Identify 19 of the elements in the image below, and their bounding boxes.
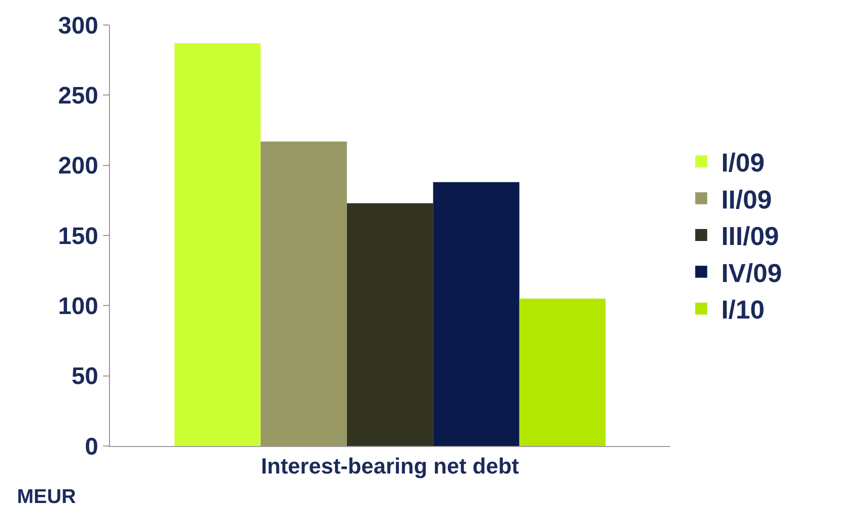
- y-tick-label: 0: [84, 433, 98, 460]
- legend-label: I/09: [721, 148, 765, 178]
- y-tick-label: 200: [58, 152, 98, 180]
- y-tick-label: 150: [58, 222, 98, 250]
- y-tick-label: 250: [58, 82, 98, 110]
- bar: [519, 298, 606, 446]
- legend-label: III/09: [721, 221, 780, 252]
- y-tick-label: 50: [71, 363, 98, 390]
- legend-label: I/10: [721, 294, 765, 325]
- x-tick-label: Interest-bearing net debt: [261, 453, 520, 478]
- bar: [260, 141, 347, 446]
- legend-label: IV/09: [721, 258, 782, 288]
- text: MEUR: [17, 486, 76, 508]
- y-tick-label: 300: [58, 12, 98, 40]
- bar: [174, 43, 261, 446]
- y-tick-label: 100: [58, 293, 98, 320]
- bar: [433, 182, 520, 446]
- legend-label: II/09: [721, 184, 772, 214]
- bar: [346, 203, 434, 446]
